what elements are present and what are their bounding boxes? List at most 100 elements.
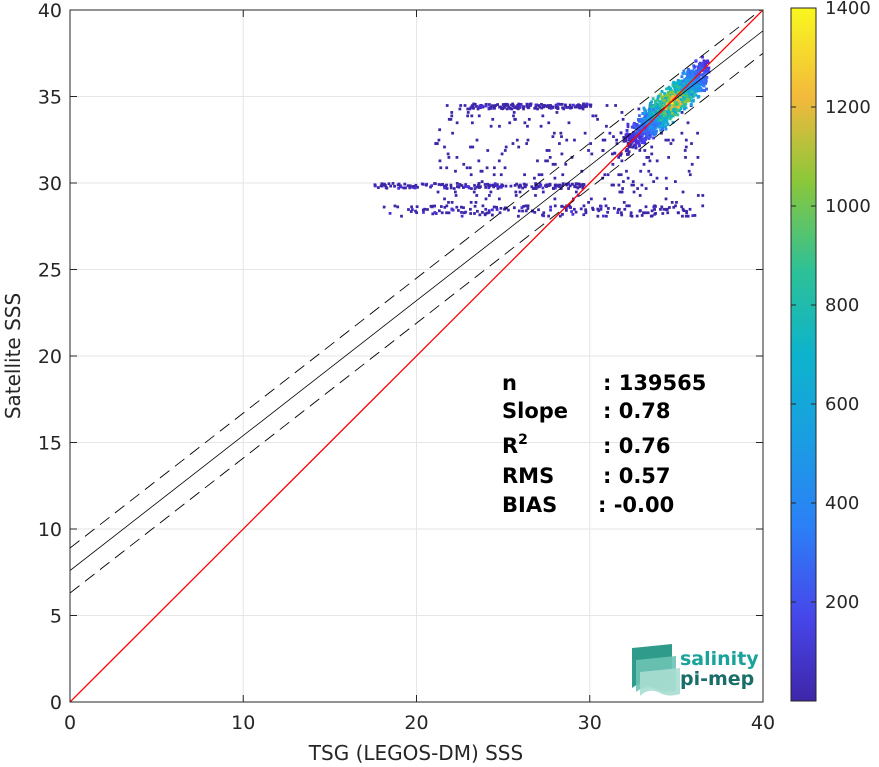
density-cell	[388, 211, 392, 215]
density-cell	[485, 166, 489, 170]
density-cell	[616, 211, 620, 214]
density-cell	[582, 213, 586, 217]
density-cell	[701, 67, 704, 70]
density-cell	[567, 121, 571, 125]
density-cell	[674, 87, 678, 91]
density-cell	[556, 102, 560, 106]
density-cell	[571, 182, 574, 186]
density-cell	[696, 194, 700, 197]
density-cell	[510, 107, 514, 111]
density-cell	[489, 124, 493, 128]
density-cell	[645, 133, 649, 137]
density-cell	[648, 105, 652, 109]
density-cell	[454, 169, 457, 173]
density-cell	[638, 139, 642, 143]
density-cell	[599, 205, 603, 208]
density-cell	[668, 206, 671, 209]
density-cell	[660, 101, 663, 105]
density-cell	[648, 102, 652, 105]
density-cell	[541, 213, 544, 217]
density-cell	[704, 72, 708, 75]
density-cell	[537, 173, 541, 177]
density-cell	[627, 145, 631, 149]
density-cell	[690, 92, 694, 96]
density-cell	[686, 97, 690, 101]
density-cell	[639, 124, 643, 127]
density-cell	[653, 103, 657, 106]
density-cell	[537, 104, 541, 107]
density-cell	[671, 120, 675, 124]
density-cell	[399, 185, 403, 189]
density-cell	[683, 149, 687, 152]
density-cell	[641, 141, 644, 144]
density-cell	[512, 111, 516, 114]
density-cell	[647, 137, 651, 140]
density-cell	[462, 162, 466, 166]
density-cell	[492, 183, 495, 187]
density-cell	[627, 150, 631, 154]
density-cell	[474, 200, 478, 204]
density-cell	[497, 197, 501, 201]
density-cell	[621, 187, 624, 190]
colorbar-tick-label: 1400	[825, 0, 871, 19]
density-cell	[553, 204, 557, 208]
density-cell	[620, 111, 624, 114]
density-cell	[453, 190, 457, 194]
density-cell	[657, 109, 660, 113]
density-cell	[692, 64, 696, 68]
density-cell	[533, 210, 537, 214]
density-cell	[678, 109, 681, 113]
density-cell	[496, 187, 500, 190]
density-cell	[682, 79, 685, 83]
density-cell	[445, 104, 449, 107]
density-cell	[519, 103, 523, 106]
density-cell	[691, 74, 695, 78]
density-cell	[703, 77, 707, 81]
density-cell	[664, 127, 668, 131]
density-cell	[476, 107, 480, 111]
density-cell	[656, 96, 660, 100]
density-cell	[675, 86, 679, 90]
density-cell	[503, 106, 506, 109]
density-cell	[658, 106, 662, 110]
density-cell	[544, 159, 548, 163]
density-cell	[652, 133, 656, 137]
density-cell	[601, 138, 605, 142]
density-cell	[450, 111, 454, 114]
density-cell	[509, 184, 513, 188]
regression-lines	[70, 10, 763, 702]
density-cell	[382, 182, 386, 186]
density-cell	[686, 67, 690, 71]
density-cell	[504, 184, 508, 188]
density-cell	[601, 149, 605, 152]
density-cell	[697, 70, 700, 74]
density-cell	[683, 89, 686, 92]
density-cell	[643, 115, 647, 118]
density-cell	[664, 94, 668, 98]
density-cell	[658, 121, 662, 125]
density-cell	[684, 138, 688, 142]
density-cell	[570, 210, 573, 213]
density-cell	[537, 208, 540, 212]
density-cell	[459, 104, 463, 107]
density-cell	[597, 209, 601, 213]
density-cell	[633, 123, 637, 127]
density-cell	[581, 107, 585, 111]
density-cell	[648, 118, 652, 122]
density-cell	[397, 186, 401, 190]
density-cell	[663, 101, 666, 104]
density-cell	[667, 156, 671, 159]
density-cell	[450, 200, 454, 204]
density-cell	[450, 114, 454, 118]
density-cell	[649, 131, 653, 135]
density-cell	[689, 79, 692, 83]
density-cell	[564, 162, 568, 166]
density-cell	[504, 102, 508, 106]
density-cell	[638, 126, 642, 130]
density-cell	[695, 83, 699, 87]
density-cell	[687, 169, 691, 173]
density-cell	[498, 211, 502, 215]
density-cell	[653, 117, 657, 121]
density-cell	[558, 142, 561, 145]
density-cell	[468, 107, 472, 111]
